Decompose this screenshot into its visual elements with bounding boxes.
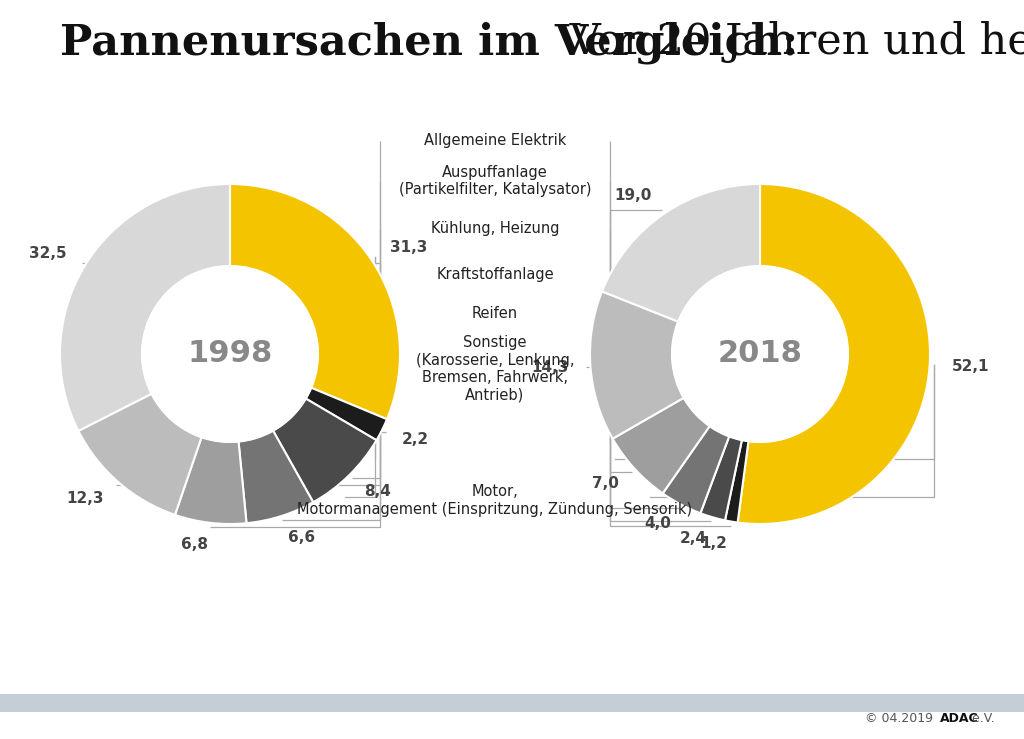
Wedge shape [700, 437, 741, 520]
Text: 12,3: 12,3 [67, 491, 104, 506]
Text: Pannenursachen im Vergleich:: Pannenursachen im Vergleich: [60, 21, 798, 64]
Text: 6,8: 6,8 [181, 537, 208, 552]
Text: 32,5: 32,5 [29, 246, 67, 261]
Text: Motor,: Motor, [472, 484, 518, 499]
Text: 2,2: 2,2 [401, 432, 429, 447]
Bar [0, 694, 1024, 712]
Text: Allgemeine Elektrik: Allgemeine Elektrik [424, 134, 566, 149]
Text: 14,3: 14,3 [531, 361, 568, 375]
Text: 52,1: 52,1 [951, 359, 989, 374]
Text: Kühlung, Heizung: Kühlung, Heizung [431, 222, 559, 236]
Text: 7,0: 7,0 [592, 476, 618, 491]
Text: Kraftstoffanlage: Kraftstoffanlage [436, 268, 554, 282]
Wedge shape [230, 184, 400, 419]
Wedge shape [663, 426, 729, 513]
Wedge shape [737, 184, 930, 524]
Text: 2,4: 2,4 [680, 531, 707, 546]
Wedge shape [60, 184, 230, 431]
Wedge shape [79, 394, 202, 515]
Wedge shape [175, 437, 247, 524]
Circle shape [142, 266, 318, 442]
Text: 1,2: 1,2 [700, 536, 728, 551]
Wedge shape [306, 388, 387, 440]
Circle shape [672, 266, 848, 442]
Text: 1998: 1998 [187, 339, 272, 369]
Text: 6,6: 6,6 [288, 530, 314, 545]
Text: Reifen: Reifen [472, 307, 518, 321]
Text: Motormanagement (Einspritzung, Zündung, Sensorik): Motormanagement (Einspritzung, Zündung, … [297, 502, 692, 517]
Text: 31,3: 31,3 [390, 240, 427, 255]
Text: 4,0: 4,0 [644, 517, 671, 531]
Text: e.V.: e.V. [968, 712, 994, 726]
Wedge shape [602, 184, 760, 321]
Wedge shape [273, 398, 377, 503]
Wedge shape [725, 440, 749, 522]
Text: Sonstige
(Karosserie, Lenkung,
Bremsen, Fahrwerk,
Antrieb): Sonstige (Karosserie, Lenkung, Bremsen, … [416, 336, 574, 403]
Wedge shape [590, 291, 684, 439]
Text: 8,4: 8,4 [365, 483, 391, 499]
Text: Vor 20 Jahren und heute: Vor 20 Jahren und heute [556, 21, 1024, 63]
Text: © 04.2019: © 04.2019 [865, 712, 937, 726]
Text: 2018: 2018 [718, 339, 803, 369]
Wedge shape [612, 398, 710, 494]
Text: 19,0: 19,0 [614, 188, 652, 202]
Wedge shape [239, 431, 313, 523]
Text: ADAC: ADAC [940, 712, 979, 726]
Text: Auspuffanlage
(Partikelfilter, Katalysator): Auspuffanlage (Partikelfilter, Katalysat… [398, 165, 591, 197]
